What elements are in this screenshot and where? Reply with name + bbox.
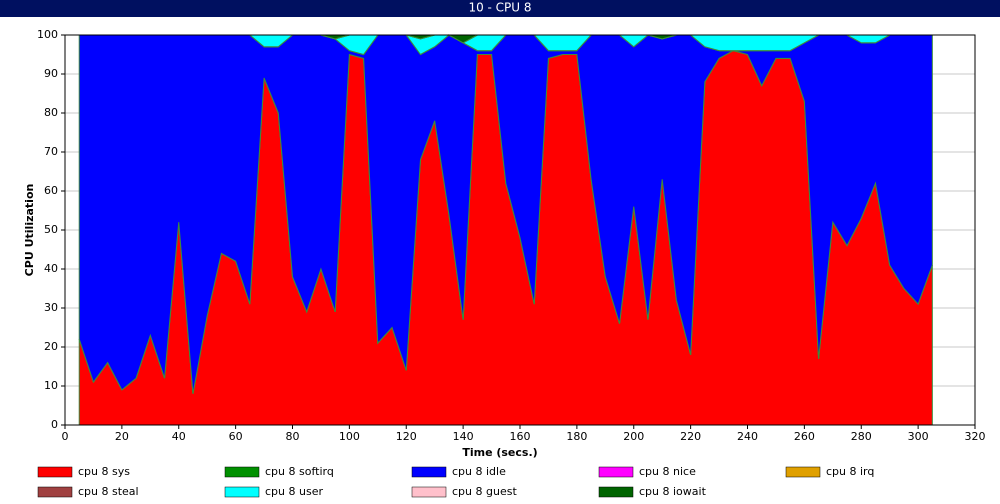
- legend-label: cpu 8 nice: [639, 465, 696, 478]
- legend-label: cpu 8 guest: [452, 485, 517, 498]
- y-tick-label: 40: [44, 262, 58, 275]
- legend-swatch: [785, 466, 821, 478]
- y-tick-label: 50: [44, 223, 58, 236]
- x-tick-label: 320: [965, 430, 986, 443]
- x-tick-label: 100: [339, 430, 360, 443]
- legend-label: cpu 8 iowait: [639, 485, 707, 498]
- x-tick-label: 180: [566, 430, 587, 443]
- y-tick-label: 80: [44, 106, 58, 119]
- y-tick-label: 60: [44, 184, 58, 197]
- legend-label: cpu 8 steal: [78, 485, 139, 498]
- chart-title: 10 - CPU 8: [468, 1, 531, 15]
- x-tick-label: 240: [737, 430, 758, 443]
- x-tick-label: 40: [172, 430, 186, 443]
- y-tick-label: 70: [44, 145, 58, 158]
- y-tick-label: 100: [37, 28, 58, 41]
- legend-swatch: [37, 466, 73, 478]
- y-tick-label: 30: [44, 301, 58, 314]
- x-tick-label: 160: [510, 430, 531, 443]
- x-axis-label: Time (secs.): [462, 446, 537, 459]
- y-tick-label: 10: [44, 379, 58, 392]
- y-tick-label: 0: [51, 418, 58, 431]
- title-bar: [0, 0, 1000, 17]
- x-tick-label: 60: [229, 430, 243, 443]
- x-tick-label: 20: [115, 430, 129, 443]
- x-tick-label: 280: [851, 430, 872, 443]
- x-tick-label: 80: [286, 430, 300, 443]
- plot-border: [64, 34, 976, 426]
- legend-swatch: [224, 466, 260, 478]
- legend-swatch: [37, 486, 73, 498]
- x-tick-label: 0: [62, 430, 69, 443]
- x-tick-label: 300: [908, 430, 929, 443]
- legend-label: cpu 8 softirq: [265, 465, 334, 478]
- x-tick-label: 260: [794, 430, 815, 443]
- x-tick-label: 120: [396, 430, 417, 443]
- legend-label: cpu 8 irq: [826, 465, 874, 478]
- legend-swatch: [598, 486, 634, 498]
- x-tick-label: 200: [623, 430, 644, 443]
- legend-swatch: [598, 466, 634, 478]
- y-axis-label: CPU Utilization: [23, 184, 36, 277]
- y-tick-label: 20: [44, 340, 58, 353]
- legend-label: cpu 8 sys: [78, 465, 130, 478]
- legend-label: cpu 8 user: [265, 485, 323, 498]
- legend-swatch: [224, 486, 260, 498]
- legend-swatch: [411, 486, 447, 498]
- x-tick-label: 140: [453, 430, 474, 443]
- y-tick-label: 90: [44, 67, 58, 80]
- legend-label: cpu 8 idle: [452, 465, 506, 478]
- x-tick-label: 220: [680, 430, 701, 443]
- legend-swatch: [411, 466, 447, 478]
